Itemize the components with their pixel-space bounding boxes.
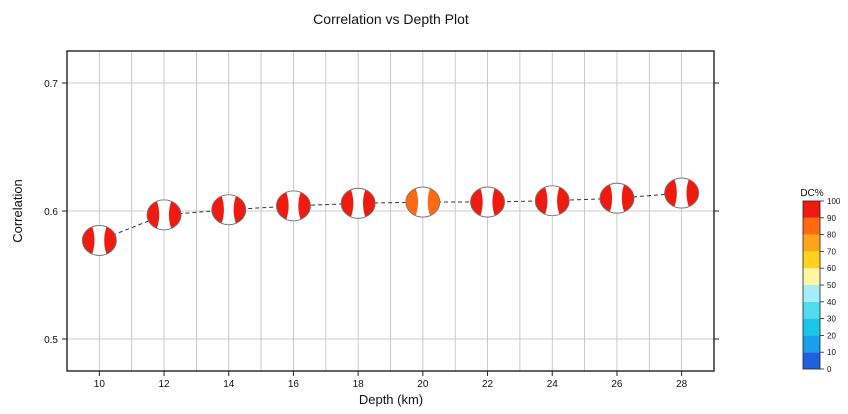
beachball-marker	[405, 186, 441, 218]
x-tick-label: 28	[676, 379, 688, 390]
x-tick-label: 14	[223, 379, 235, 390]
colorbar-tick-label: 0	[827, 365, 832, 374]
colorbar-segment	[803, 217, 820, 235]
x-tick-label: 16	[288, 379, 300, 390]
beachball-markers	[81, 177, 700, 256]
dashed-series-line	[99, 192, 682, 241]
colorbar-tick-label: 30	[827, 315, 836, 324]
y-tick-label: 0.7	[44, 79, 58, 90]
y-axis-label: Correlation	[10, 179, 25, 243]
colorbar-tick-label: 70	[827, 247, 836, 256]
axes: 10 12 14 16 18 20 22 24 26 28 0.5 0.6 0.7	[44, 79, 719, 390]
colorbar-segment	[803, 318, 820, 336]
colorbar-segment	[803, 251, 820, 269]
beachball-marker	[599, 182, 635, 214]
colorbar-tick-label: 10	[827, 348, 836, 357]
dc-colorbar: DC% 0 10 20 30 40 50 60 70 80 90 100	[800, 188, 841, 374]
x-tick-label: 26	[611, 379, 623, 390]
beachball-marker	[81, 225, 117, 256]
x-tick-label: 22	[482, 379, 494, 390]
colorbar-segment	[803, 268, 820, 285]
beachball-marker	[470, 186, 505, 218]
colorbar-segment	[803, 335, 820, 353]
colorbar-segment	[803, 301, 820, 319]
colorbar-segment	[803, 352, 820, 369]
beachball-marker	[340, 187, 376, 219]
y-tick-label: 0.6	[44, 207, 58, 218]
colorbar-segment	[803, 285, 820, 302]
colorbar-tick-label: 100	[827, 197, 841, 206]
x-tick-label: 18	[353, 379, 365, 390]
colorbar-segment	[803, 234, 820, 252]
beachball-marker	[211, 194, 247, 226]
colorbar-tick-label: 20	[827, 331, 836, 340]
colorbar-tick-label: 60	[827, 264, 836, 273]
colorbar-segment	[803, 201, 820, 218]
colorbar-tick-label: 90	[827, 214, 836, 223]
x-tick-label: 20	[417, 379, 429, 390]
beachball-marker	[534, 185, 570, 217]
colorbar-tick-label: 50	[827, 281, 836, 290]
colorbar-tick-label: 80	[827, 231, 836, 240]
beachball-marker	[146, 199, 182, 231]
beachball-marker	[276, 190, 311, 222]
x-tick-label: 12	[158, 379, 170, 390]
x-tick-label: 24	[547, 379, 559, 390]
colorbar-label: DC%	[800, 188, 823, 199]
beachball-marker	[664, 177, 700, 209]
colorbar-tick-label: 40	[827, 298, 836, 307]
chart-title: Correlation vs Depth Plot	[313, 11, 469, 27]
x-axis-label: Depth (km)	[359, 392, 423, 407]
y-tick-label: 0.5	[44, 335, 58, 346]
x-tick-label: 10	[94, 379, 106, 390]
